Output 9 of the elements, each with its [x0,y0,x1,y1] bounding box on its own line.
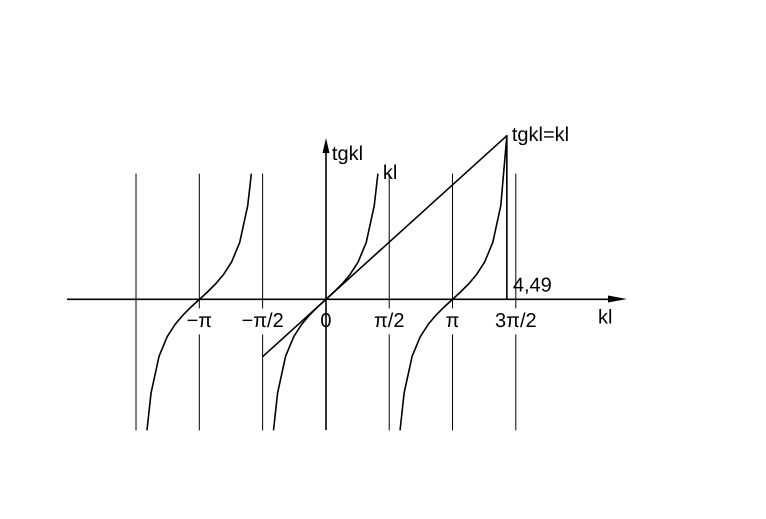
x-tick-label: 3π/2 [495,310,537,332]
x-tick-label: π [446,310,460,332]
x-tick-label: π/2 [374,310,404,332]
x-tick-label: −π [186,310,212,332]
series-label: tgkl=kl [512,124,570,146]
x-tick-label: −π/2 [242,310,284,332]
y-axis-title: tgkl [332,143,364,166]
x-axis-title: kl [598,306,612,328]
series-label: kl [382,162,398,184]
